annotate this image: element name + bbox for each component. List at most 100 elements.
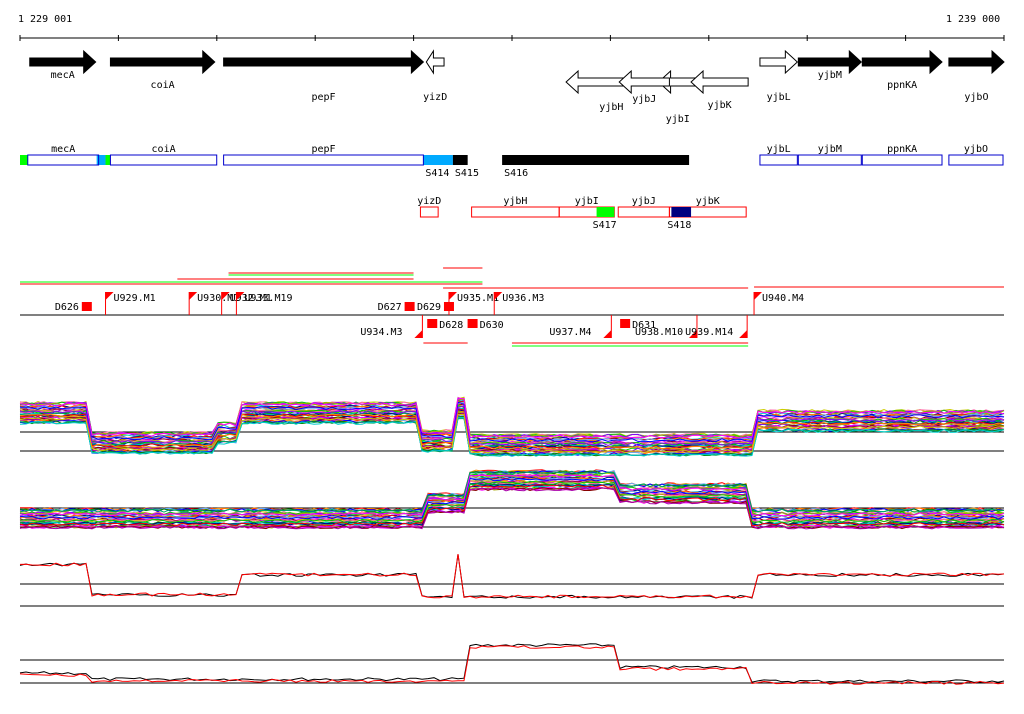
transcript-label-yjbk: yjbK: [696, 196, 720, 207]
marker-flag: [189, 292, 198, 300]
segment-bar: [452, 155, 468, 165]
marker-d-square: [404, 302, 415, 311]
gene-label-yjbk: yjbK: [708, 100, 732, 111]
expression-trace: [19, 398, 1005, 439]
expression-trace: [19, 477, 1005, 520]
expression-trace: [19, 410, 1005, 450]
expression-trace: [19, 554, 1005, 599]
marker-label-d631: D631: [632, 320, 656, 331]
marker-flag: [105, 292, 114, 300]
expression-trace: [19, 470, 1005, 513]
transcript-box: [471, 206, 560, 218]
expression-trace: [19, 643, 1005, 684]
transcript-label-yjbl: yjbL: [767, 144, 791, 155]
marker-label-u938-m10: U938.M10: [635, 327, 683, 338]
ruler-end-label: 1 239 000: [946, 14, 1000, 25]
transcript-track-2: yizD yjbH yjbI yjbJ yjbK S417 S418: [417, 196, 747, 231]
marker-flag: [494, 292, 503, 300]
gene-label-yjbi: yjbI: [666, 114, 690, 125]
marker-label-u934-m3: U934.M3: [360, 327, 402, 338]
gene-arrow-yjbm: [797, 49, 863, 75]
marker-label-u932-m1: U932.M1: [230, 293, 272, 304]
gene-label-yjbm: yjbM: [818, 70, 842, 81]
marker-label-d627: D627: [378, 302, 402, 313]
expression-trace: [19, 480, 1005, 523]
marker-label-u935-m1: U935.M1: [457, 293, 499, 304]
expression-panel-2: [19, 469, 1005, 530]
marker-flag: [688, 330, 697, 338]
gene-arrow-yjbo: [948, 49, 1005, 75]
transcript-box: [668, 206, 747, 218]
transcript-track-1: S414 S415 S416 mecA coiA pepF yjbL yjbM ppnKA yjb…: [20, 144, 1004, 179]
segment-bar: [596, 207, 615, 217]
transcript-label-yizd: yizD: [417, 196, 441, 207]
expression-trace: [19, 401, 1005, 443]
marker-label-u929-m1: U929.M1: [114, 293, 156, 304]
expression-trace: [19, 470, 1005, 513]
expression-panel-3: [19, 554, 1005, 607]
transcript-box: [109, 154, 218, 166]
gene-label-yjbo: yjbO: [964, 92, 988, 103]
gene-track: mecA coiA pepF yizD yjbH yjbI yjbJ yjbK yjbL yjbM…: [29, 49, 1005, 125]
expression-trace: [19, 554, 1005, 599]
transcript-box: [223, 154, 424, 166]
gene-arrow-yizd: [425, 49, 445, 75]
gene-label-coia: coiA: [151, 80, 175, 91]
marker-d-square: [620, 319, 631, 328]
expression-panel-4: [19, 643, 1005, 685]
marker-flag: [603, 330, 612, 338]
marker-flag: [448, 292, 457, 300]
segment-label-s417: S417: [593, 220, 617, 231]
marker-range-lines: [20, 267, 1004, 347]
expression-trace: [19, 397, 1005, 439]
transcript-box: [797, 154, 862, 166]
transcript-label-meca: mecA: [51, 144, 75, 155]
transcript-label-ppnka: ppnKA: [887, 144, 917, 155]
ruler: 1 229 001 1 239 000: [18, 14, 1005, 41]
expression-trace: [19, 474, 1005, 517]
segment-label-s415: S415: [455, 168, 479, 179]
gene-label-yjbl: yjbL: [767, 92, 791, 103]
transcript-label-yjbm: yjbM: [818, 144, 842, 155]
marker-label-u939-m14: U939.M14: [685, 327, 733, 338]
segment-bar: [105, 155, 111, 165]
gene-label-ppnka: ppnKA: [887, 80, 917, 91]
marker-label-u933-m19: U933.M19: [244, 293, 292, 304]
marker-d-square: [427, 319, 438, 328]
transcript-label-coia: coiA: [152, 144, 176, 155]
marker-label-u936-m3: U936.M3: [502, 293, 544, 304]
marker-label-u937-m4: U937.M4: [549, 327, 591, 338]
expression-trace: [19, 484, 1005, 527]
gene-arrow-yjbj: [618, 69, 670, 95]
gene-arrow-yjbk: [690, 69, 749, 95]
marker-flag: [236, 292, 245, 300]
marker-flag: [221, 292, 230, 300]
transcript-label-yjbj: yjbJ: [632, 196, 656, 207]
expression-trace: [19, 416, 1005, 457]
transcript-box: [27, 154, 100, 166]
gene-arrow-meca: [29, 49, 97, 75]
expression-trace: [20, 487, 1005, 530]
marker-flag: [754, 292, 763, 300]
transcript-box: [617, 206, 670, 218]
segment-label-s416: S416: [504, 168, 528, 179]
expression-panel-1: [19, 396, 1005, 457]
gene-arrow-ppnka: [861, 49, 943, 75]
segment-label-s414: S414: [425, 168, 449, 179]
transcript-box: [948, 154, 1004, 166]
transcript-label-pepf: pepF: [311, 144, 335, 155]
marker-flag: [414, 330, 423, 338]
ruler-ticks: [19, 35, 1005, 41]
segment-bar: [96, 155, 106, 165]
gene-label-meca: mecA: [51, 70, 75, 81]
expression-trace: [19, 413, 1005, 454]
gene-arrow-yjbl: [759, 49, 799, 75]
transcript-label-yjbo: yjbO: [964, 144, 988, 155]
segment-bar: [671, 207, 692, 217]
marker-flag: [739, 330, 748, 338]
gene-arrow-coia: [109, 49, 216, 75]
segment-bar: [423, 155, 453, 165]
gene-label-yizd: yizD: [423, 92, 447, 103]
expression-trace: [19, 477, 1005, 520]
